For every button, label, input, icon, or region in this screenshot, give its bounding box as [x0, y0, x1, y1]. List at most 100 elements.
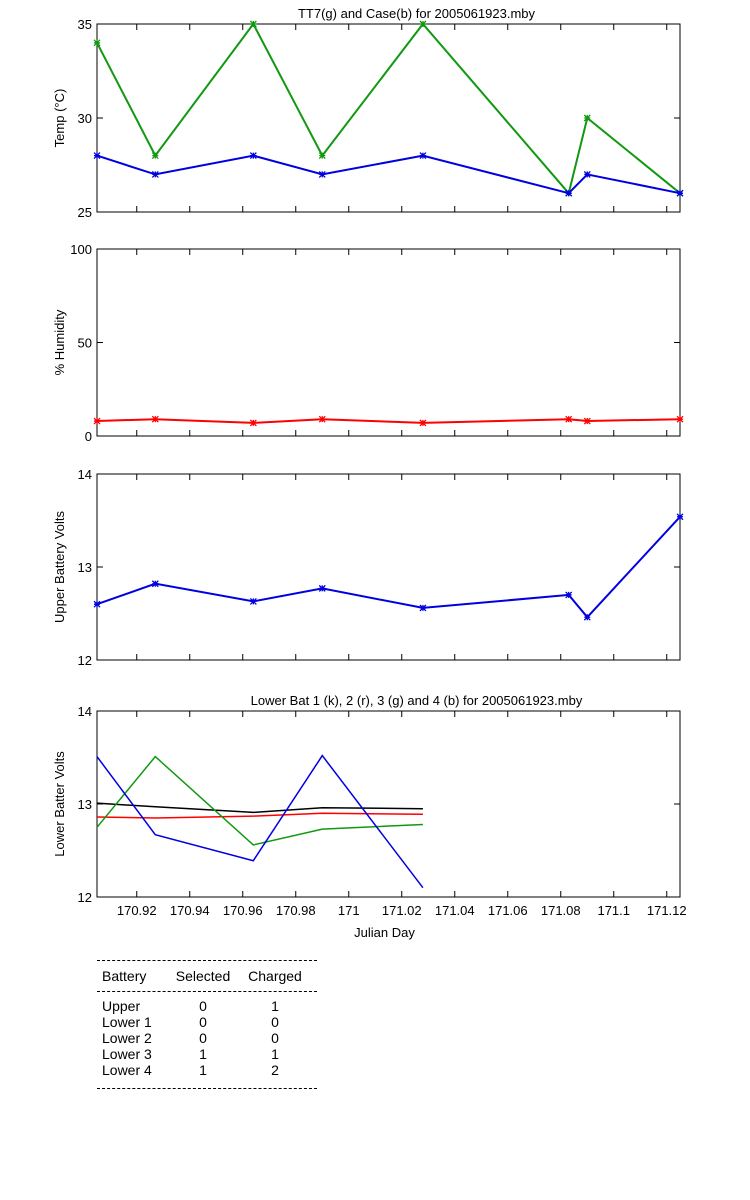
y-tick-label: 13: [78, 560, 92, 575]
y-tick-label: 100: [70, 242, 92, 257]
series-line-r: [96, 418, 681, 424]
table-row: Upper 0 1: [97, 998, 317, 1014]
x-tick-label: 171.12: [647, 903, 687, 918]
header-charged: Charged: [248, 968, 302, 984]
cell-charged: 0: [271, 1030, 279, 1046]
cell-battery: Lower 1: [102, 1014, 152, 1030]
data-point-g: [249, 20, 257, 28]
series-line-b: [96, 754, 424, 889]
data-point-b: [318, 170, 326, 178]
x-tick-label: 171.02: [382, 903, 422, 918]
data-point-g: [583, 114, 591, 122]
data-point-r: [676, 415, 684, 423]
y-tick-label: 12: [78, 653, 92, 668]
data-point-b: [583, 170, 591, 178]
data-point-g: [151, 152, 159, 160]
data-point-b: [151, 580, 159, 588]
x-tick-label: 170.94: [170, 903, 210, 918]
table-row: Lower 1 0 0: [97, 1014, 317, 1030]
series-line-g: [96, 755, 423, 846]
data-point-b: [565, 189, 573, 197]
cell-battery: Upper: [102, 998, 141, 1014]
table-bottom-rule: [97, 1088, 317, 1089]
cell-selected: 1: [199, 1046, 207, 1062]
cell-battery: Lower 2: [102, 1030, 152, 1046]
data-point-b: [318, 584, 326, 592]
series-line-k: [96, 802, 423, 814]
y-tick-label: 0: [85, 429, 92, 444]
x-tick-label: 171.04: [435, 903, 475, 918]
data-point-r: [249, 419, 257, 427]
data-point-r: [583, 417, 591, 425]
data-point-b: [249, 152, 257, 160]
data-point-b: [583, 613, 591, 621]
data-point-g: [318, 152, 326, 160]
y-axis-label: Lower Batter Volts: [52, 751, 67, 857]
data-point-r: [419, 419, 427, 427]
x-tick-label: 170.96: [223, 903, 263, 918]
y-tick-label: 25: [78, 205, 92, 220]
plot-frame: [96, 248, 681, 437]
data-point-r: [151, 415, 159, 423]
data-point-b: [249, 597, 257, 605]
cell-selected: 0: [199, 1014, 207, 1030]
y-axis-label: Temp (°C): [52, 89, 67, 148]
x-tick-label: 171.08: [541, 903, 581, 918]
data-point-b: [676, 189, 684, 197]
y-tick-label: 14: [78, 704, 92, 719]
data-point-b: [93, 600, 101, 608]
y-tick-label: 14: [78, 467, 92, 482]
data-point-r: [565, 415, 573, 423]
y-tick-label: 12: [78, 890, 92, 905]
table-row: Lower 3 1 1: [97, 1046, 317, 1062]
chart-title: Lower Bat 1 (k), 2 (r), 3 (g) and 4 (b) …: [251, 693, 583, 708]
x-tick-label: 171.06: [488, 903, 528, 918]
cell-selected: 1: [199, 1062, 207, 1078]
chart-title: TT7(g) and Case(b) for 2005061923.mby: [298, 6, 536, 21]
cell-selected: 0: [199, 998, 207, 1014]
y-tick-label: 35: [78, 17, 92, 32]
table-top-rule: [97, 960, 317, 961]
series-line-r: [96, 812, 423, 819]
y-tick-label: 30: [78, 111, 92, 126]
y-tick-label: 50: [78, 336, 92, 351]
header-battery: Battery: [102, 968, 147, 984]
table-row: Lower 2 0 0: [97, 1030, 317, 1046]
battery-status-table: Battery Selected Charged Upper 0 1 Lower…: [97, 960, 317, 1089]
data-point-b: [676, 513, 684, 521]
series-line-g: [96, 22, 681, 196]
x-tick-label: 171: [338, 903, 360, 918]
y-tick-label: 13: [78, 797, 92, 812]
header-selected: Selected: [175, 968, 231, 984]
x-axis-label: Julian Day: [354, 925, 415, 940]
plot-frame: [96, 710, 681, 898]
data-point-b: [93, 152, 101, 160]
cell-charged: 1: [271, 1046, 279, 1062]
plot-frame: [96, 473, 681, 661]
series-line-b: [96, 154, 681, 195]
cell-charged: 2: [271, 1062, 279, 1078]
data-point-b: [419, 604, 427, 612]
table-header-rule: [97, 991, 317, 992]
cell-charged: 0: [271, 1014, 279, 1030]
series-line-b: [96, 516, 681, 619]
data-point-r: [93, 417, 101, 425]
data-point-g: [93, 39, 101, 47]
cell-battery: Lower 3: [102, 1046, 152, 1062]
data-point-b: [419, 152, 427, 160]
data-point-r: [318, 415, 326, 423]
x-tick-label: 170.92: [117, 903, 157, 918]
y-axis-label: % Humidity: [52, 309, 67, 375]
data-point-b: [151, 170, 159, 178]
y-axis-label: Upper Battery Volts: [52, 511, 67, 623]
x-tick-label: 170.98: [276, 903, 316, 918]
table-header-row: Battery Selected Charged: [97, 961, 317, 991]
cell-selected: 0: [199, 1030, 207, 1046]
cell-charged: 1: [271, 998, 279, 1014]
data-point-b: [565, 591, 573, 599]
x-tick-label: 171.1: [597, 903, 630, 918]
table-row: Lower 4 1 2: [97, 1062, 317, 1078]
cell-battery: Lower 4: [102, 1062, 152, 1078]
data-point-g: [419, 20, 427, 28]
